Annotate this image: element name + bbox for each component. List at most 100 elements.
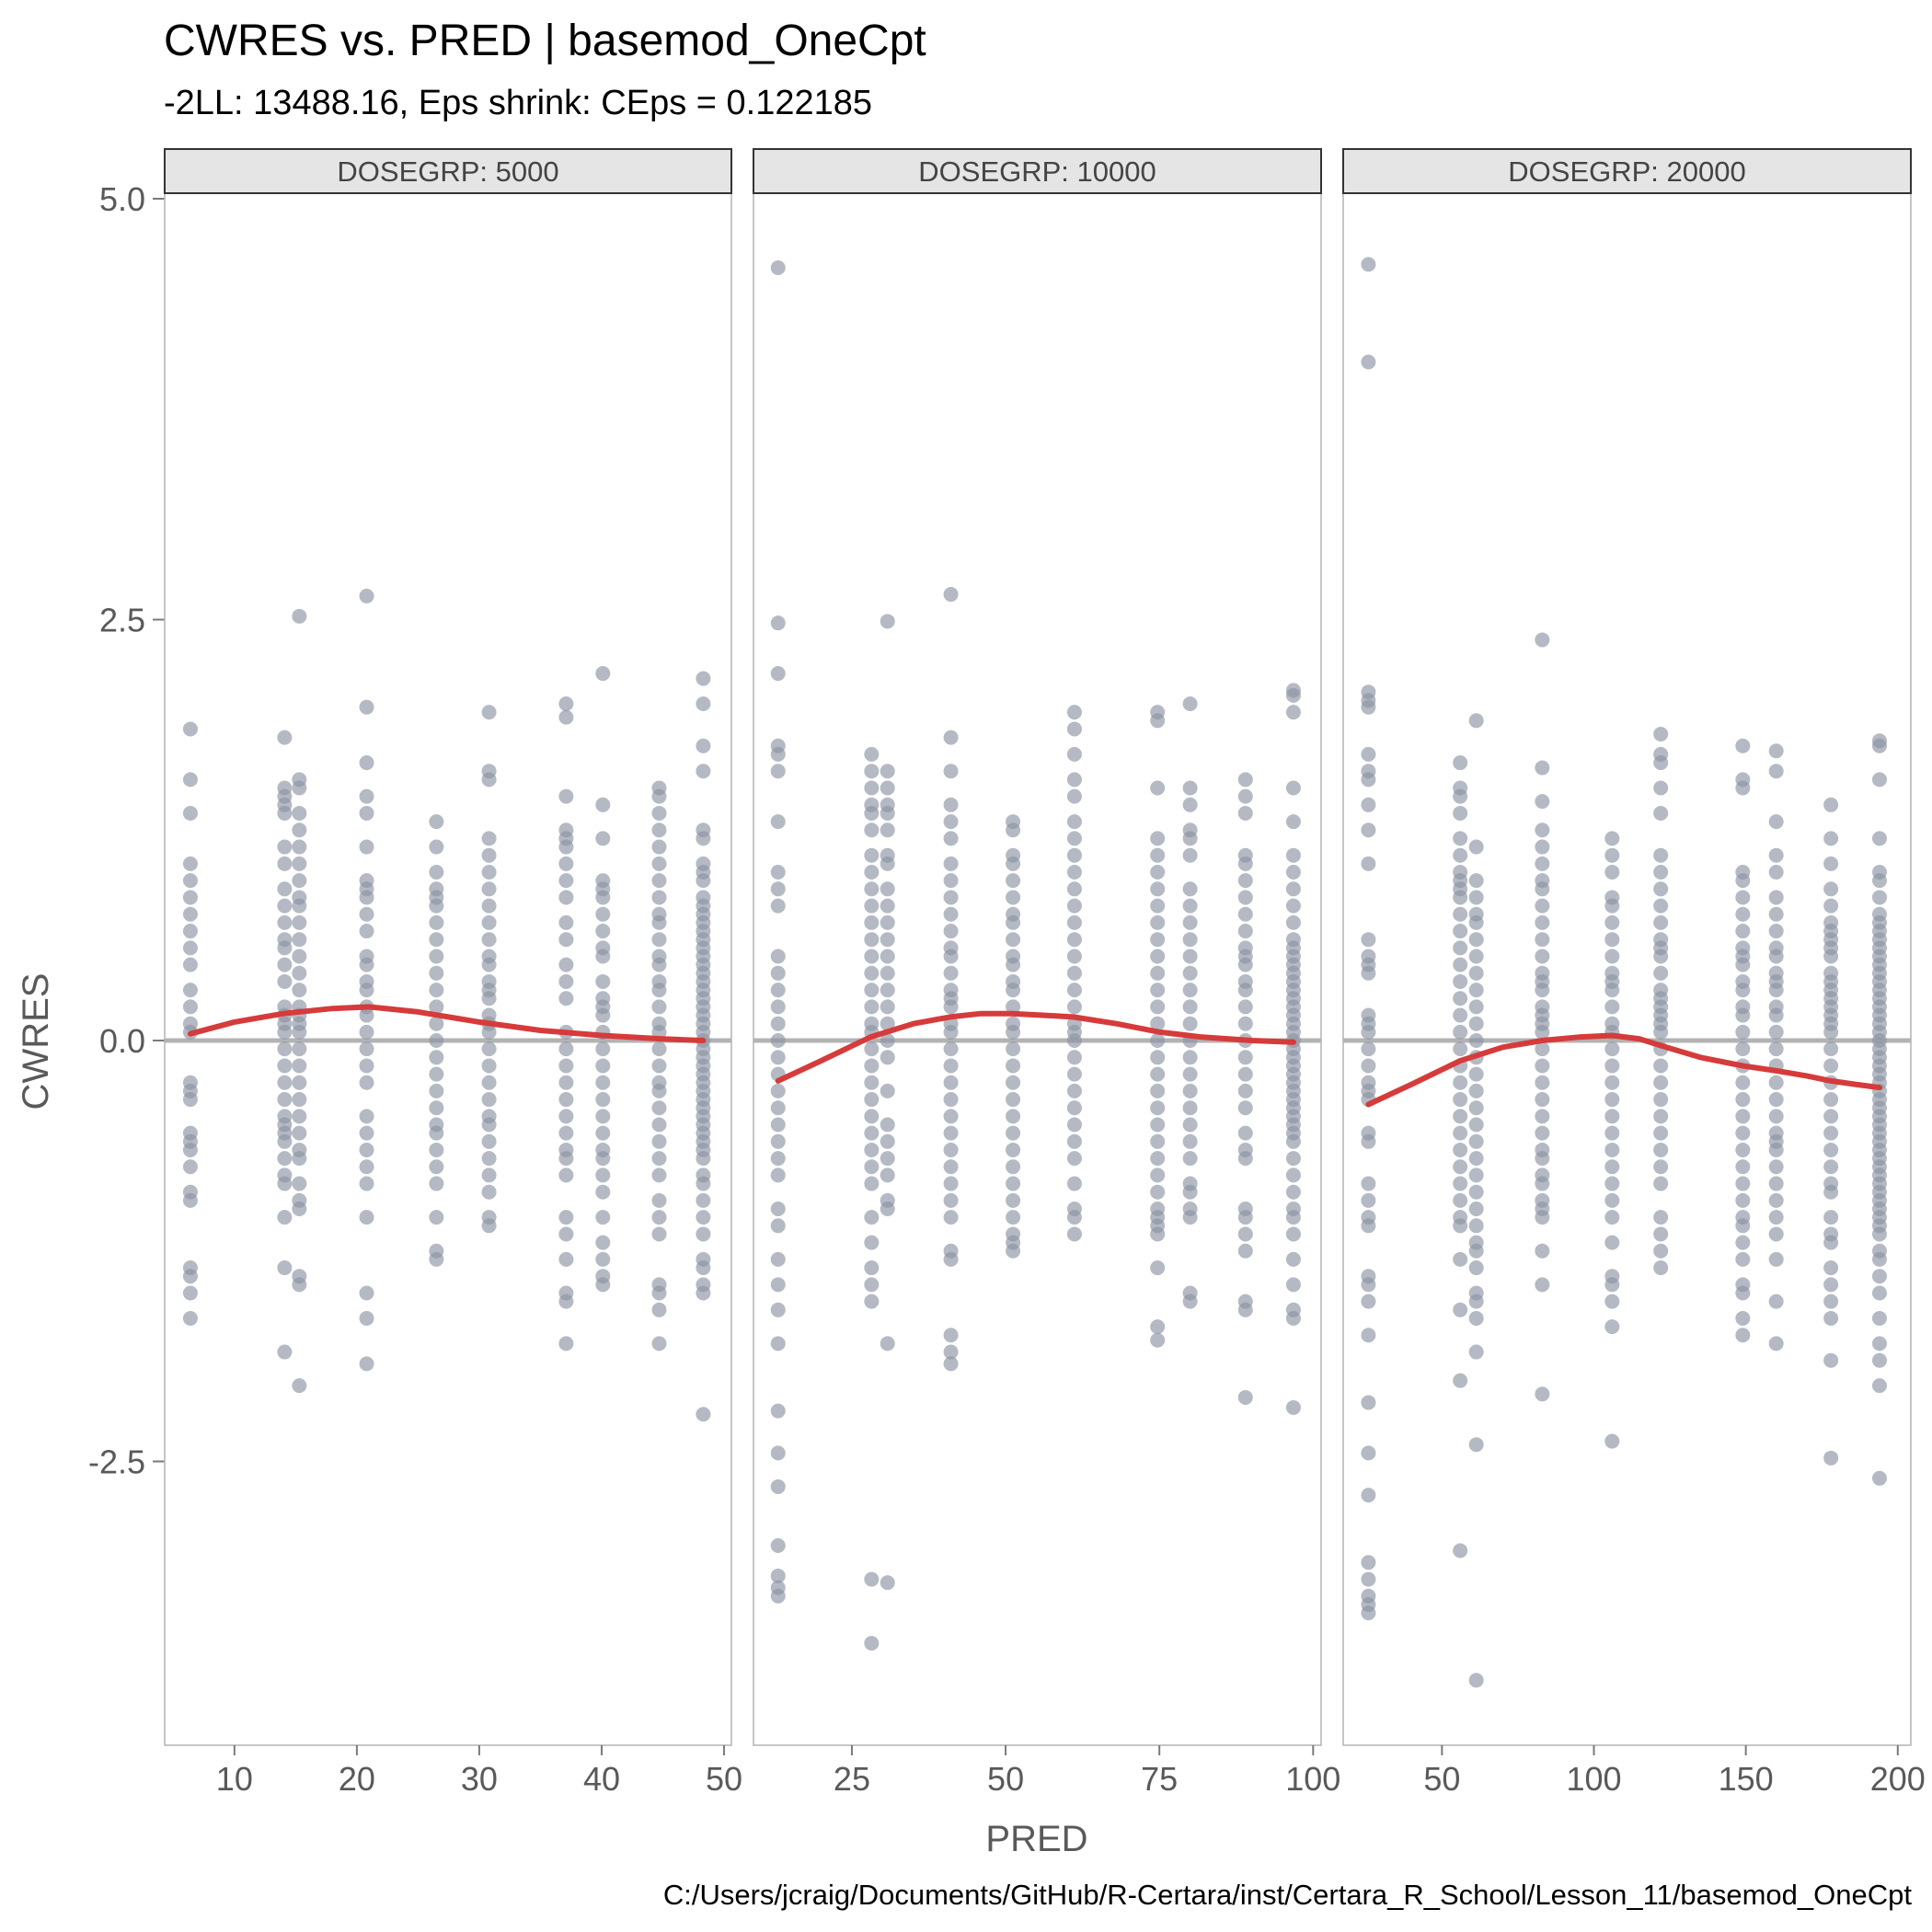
data-point: [1871, 890, 1887, 905]
data-point: [1066, 898, 1082, 914]
data-point: [277, 1176, 293, 1191]
data-point: [1535, 1243, 1550, 1259]
data-point: [1468, 1167, 1484, 1183]
data-point: [1823, 1450, 1839, 1466]
data-point: [943, 1159, 959, 1175]
data-point: [864, 780, 880, 796]
data-point: [558, 1151, 574, 1167]
data-point: [1768, 764, 1784, 779]
data-point: [943, 764, 959, 779]
data-point: [1453, 906, 1468, 922]
data-point: [292, 1092, 307, 1108]
data-point: [1468, 1033, 1484, 1048]
data-point: [277, 1151, 293, 1167]
data-point: [1823, 1210, 1839, 1225]
data-point: [1182, 1294, 1198, 1309]
data-point: [1604, 865, 1620, 880]
y-tick-label: 0.0: [99, 1022, 145, 1060]
data-point: [1823, 1352, 1839, 1368]
data-point: [864, 805, 880, 821]
data-point: [1535, 881, 1550, 897]
data-point: [1535, 1151, 1550, 1167]
data-point: [1468, 949, 1484, 964]
data-point: [1871, 1226, 1887, 1242]
data-point: [1006, 873, 1021, 889]
data-point: [1361, 699, 1376, 715]
data-point: [359, 1285, 374, 1301]
data-point: [1237, 1151, 1253, 1167]
data-point: [1453, 1142, 1468, 1157]
data-point: [1361, 1605, 1376, 1621]
data-point: [1150, 1260, 1166, 1276]
data-point: [1361, 856, 1376, 871]
data-point: [1361, 965, 1376, 981]
data-point: [1006, 932, 1021, 948]
data-point: [1237, 1083, 1253, 1098]
data-point: [1468, 1673, 1484, 1688]
data-point: [1535, 1092, 1550, 1108]
data-point: [1285, 1226, 1301, 1242]
data-point: [943, 1058, 959, 1074]
data-point: [481, 898, 497, 914]
chart-subtitle: -2LL: 13488.16, Eps shrink: CEps = 0.122…: [164, 84, 872, 122]
data-point: [1150, 965, 1166, 981]
data-point: [277, 1344, 293, 1360]
data-point: [1604, 932, 1620, 948]
data-point: [864, 999, 880, 1015]
data-point: [1604, 983, 1620, 998]
data-point: [1735, 1218, 1751, 1234]
data-point: [359, 1159, 374, 1175]
data-point: [651, 805, 667, 821]
data-point: [651, 1117, 667, 1133]
data-point: [182, 772, 198, 788]
data-point: [1453, 973, 1468, 989]
data-point: [1653, 949, 1669, 964]
data-point: [1237, 805, 1253, 821]
data-point: [1182, 696, 1198, 711]
data-point: [1237, 983, 1253, 998]
data-point: [277, 940, 293, 956]
data-point: [595, 1167, 611, 1183]
data-point: [1604, 1319, 1620, 1335]
data-point: [292, 1075, 307, 1090]
data-point: [1604, 1125, 1620, 1141]
data-point: [880, 1202, 895, 1216]
data-point: [1182, 797, 1198, 812]
data-point: [1468, 1066, 1484, 1082]
facet-strip: [1342, 148, 1912, 194]
data-point: [1871, 1336, 1887, 1351]
data-point: [864, 983, 880, 998]
data-point: [1823, 898, 1839, 914]
data-point: [595, 1235, 611, 1250]
data-point: [864, 764, 880, 779]
data-point: [1150, 983, 1166, 998]
data-point: [880, 1167, 895, 1183]
data-point: [1453, 1543, 1468, 1558]
data-point: [880, 856, 895, 871]
data-point: [1066, 865, 1082, 880]
data-point: [880, 1151, 895, 1167]
data-point: [1150, 1167, 1166, 1183]
data-point: [1453, 1075, 1468, 1090]
data-point: [1361, 1488, 1376, 1503]
data-point: [1653, 898, 1669, 914]
data-point: [1468, 1083, 1484, 1098]
data-point: [429, 1083, 444, 1098]
data-point: [1468, 1117, 1484, 1133]
data-point: [770, 1445, 786, 1461]
data-point: [651, 1083, 667, 1098]
data-point: [770, 260, 786, 276]
data-point: [429, 914, 444, 930]
data-point: [1006, 1243, 1021, 1259]
x-tick-label: 50: [1423, 1760, 1460, 1798]
data-point: [1150, 898, 1166, 914]
data-point: [1468, 839, 1484, 855]
data-point: [1653, 881, 1669, 897]
data-point: [1285, 1277, 1301, 1293]
data-point: [481, 881, 497, 897]
data-point: [1182, 1117, 1198, 1133]
data-point: [864, 932, 880, 948]
data-point: [651, 873, 667, 889]
data-point: [651, 1041, 667, 1057]
data-point: [1150, 865, 1166, 880]
